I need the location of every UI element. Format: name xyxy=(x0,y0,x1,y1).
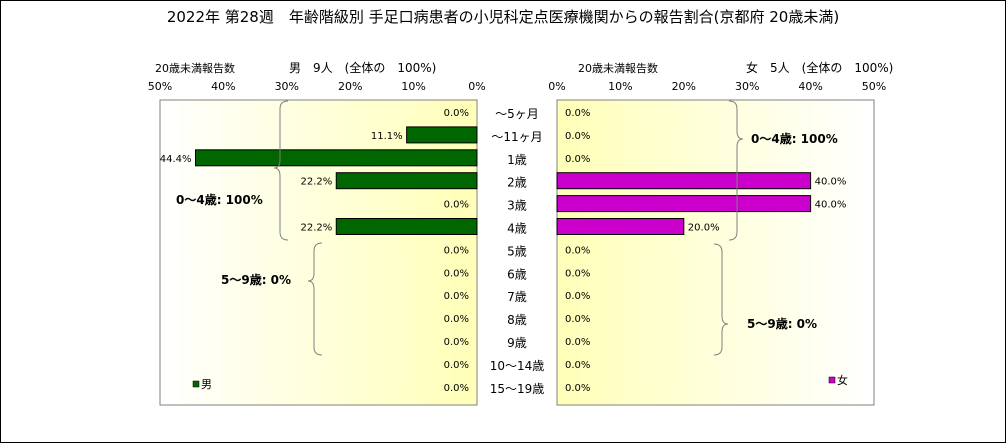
female-axis-caption: 20歳未満報告数 xyxy=(578,62,658,75)
female-value-label: 20.0% xyxy=(688,223,720,234)
male-legend-label: 男 xyxy=(201,378,212,391)
age-group-labels: ～5ヶ月 ～11ヶ月 1歳 2歳 3歳 4歳 5歳 6歳 7歳 8歳 9歳 10～14歳 15～19歳 xyxy=(490,107,545,396)
male-value-label: 44.4% xyxy=(160,154,192,165)
age-group-label: 4歳 xyxy=(507,222,527,236)
age-group-label: ～11ヶ月 xyxy=(491,130,542,144)
age-group-label: ～5ヶ月 xyxy=(495,107,539,121)
male-bar xyxy=(335,218,478,235)
male-value-label: 0.0% xyxy=(444,337,469,348)
female-value-label: 40.0% xyxy=(815,177,847,188)
male-value-label: 0.0% xyxy=(444,314,469,325)
male-legend-swatch xyxy=(192,380,200,388)
male-value-label: 0.0% xyxy=(444,360,469,371)
female-bracket-5-9 xyxy=(713,243,729,356)
male-value-label: 22.2% xyxy=(300,223,332,234)
female-value-label: 0.0% xyxy=(565,108,590,119)
female-value-label: 0.0% xyxy=(565,131,590,142)
male-bar xyxy=(335,172,478,190)
male-bracket-5-9 xyxy=(307,242,323,356)
male-bars xyxy=(195,126,478,235)
male-tick-label: 0% xyxy=(468,80,485,93)
female-bar xyxy=(556,195,812,213)
female-tick-label: 20% xyxy=(672,80,696,93)
age-group-label: 2歳 xyxy=(507,176,527,190)
female-bars xyxy=(556,172,812,235)
male-tick-label: 40% xyxy=(211,80,235,93)
male-value-label: 22.2% xyxy=(300,177,332,188)
female-header: 女 5人 (全体の 100%) xyxy=(746,60,893,75)
male-axis-caption: 20歳未満報告数 xyxy=(155,62,235,75)
male-bar xyxy=(195,149,478,167)
female-value-label: 0.0% xyxy=(565,383,590,394)
male-bar xyxy=(406,126,478,144)
female-value-label: 0.0% xyxy=(565,337,590,348)
male-value-label: 0.0% xyxy=(444,291,469,302)
female-bracket-5-9-label: 5～9歳: 0% xyxy=(747,316,817,331)
male-bracket-0-4 xyxy=(273,100,289,241)
male-value-labels: 0.0% 11.1% 44.4% 22.2% 0.0% 22.2% 0.0% 0.0% 0.0%… xyxy=(160,108,469,394)
male-bracket-0-4-label: 0～4歳: 100% xyxy=(176,192,263,207)
female-value-label: 0.0% xyxy=(565,360,590,371)
female-value-label: 0.0% xyxy=(565,314,590,325)
male-value-label: 11.1% xyxy=(371,131,403,142)
age-group-label: 3歳 xyxy=(507,199,527,213)
female-value-label: 40.0% xyxy=(815,200,847,211)
age-group-label: 1歳 xyxy=(507,153,527,167)
female-bar xyxy=(556,172,812,190)
age-group-label: 6歳 xyxy=(507,267,527,281)
female-value-label: 0.0% xyxy=(565,268,590,279)
male-tick-label: 50% xyxy=(148,80,172,93)
male-plot-area xyxy=(159,99,478,406)
female-bracket-0-4-label: 0～4歳: 100% xyxy=(751,131,838,146)
female-legend-swatch xyxy=(828,376,836,384)
male-header: 男 9人 (全体の 100%) xyxy=(289,60,436,75)
age-group-label: 7歳 xyxy=(507,290,527,304)
female-value-labels: 0.0% 0.0% 0.0% 40.0% 40.0% 20.0% 0.0% 0.0% 0.0% 0… xyxy=(565,108,846,394)
female-bracket-0-4 xyxy=(728,100,744,241)
female-tick-label: 30% xyxy=(735,80,759,93)
age-group-label: 15～19歳 xyxy=(490,382,545,396)
female-tick-label: 40% xyxy=(798,80,822,93)
female-tick-label: 10% xyxy=(608,80,632,93)
age-group-label: 9歳 xyxy=(507,336,527,350)
male-axis-ticks: 0% 10% 20% 30% 40% 50% xyxy=(148,80,486,93)
age-group-label: 5歳 xyxy=(507,244,527,258)
female-bar xyxy=(556,218,685,235)
female-value-label: 0.0% xyxy=(565,245,590,256)
male-tick-label: 20% xyxy=(338,80,362,93)
male-value-label: 0.0% xyxy=(444,268,469,279)
male-value-label: 0.0% xyxy=(444,245,469,256)
age-group-label: 8歳 xyxy=(507,313,527,327)
male-value-label: 0.0% xyxy=(444,108,469,119)
age-group-label: 10～14歳 xyxy=(490,359,545,373)
female-plot-area xyxy=(556,99,875,406)
male-bracket-5-9-label: 5～9歳: 0% xyxy=(221,272,291,287)
chart-title: 2022年 第28週 年齢階級別 手足口病患者の小児科定点医療機関からの報告割合… xyxy=(167,8,839,26)
male-value-label: 0.0% xyxy=(444,383,469,394)
male-tick-label: 10% xyxy=(401,80,425,93)
male-value-label: 0.0% xyxy=(444,200,469,211)
female-axis-ticks: 0% 10% 20% 30% 40% 50% xyxy=(548,80,886,93)
female-legend-label: 女 xyxy=(837,373,848,387)
female-tick-label: 0% xyxy=(548,80,565,93)
female-value-label: 0.0% xyxy=(565,291,590,302)
male-tick-label: 30% xyxy=(275,80,299,93)
female-value-label: 0.0% xyxy=(565,154,590,165)
female-tick-label: 50% xyxy=(862,80,886,93)
